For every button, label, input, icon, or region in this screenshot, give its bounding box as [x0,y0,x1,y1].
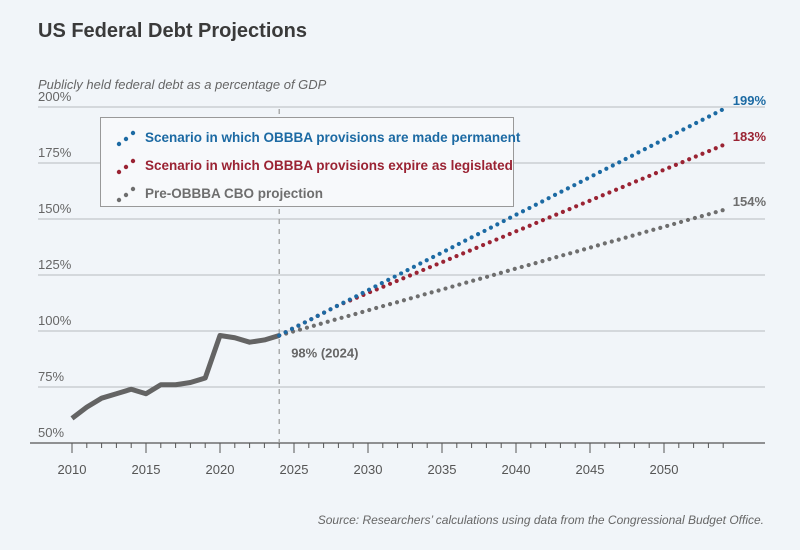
x-tick-label: 2050 [650,462,679,477]
x-tick-label: 2035 [428,462,457,477]
projection-line-2 [277,207,726,338]
y-tick-label: 150% [38,201,72,216]
legend-label: Scenario in which OBBBA provisions expir… [145,158,513,173]
y-tick-label: 200% [38,89,72,104]
legend-label: Scenario in which OBBBA provisions are m… [145,130,521,145]
y-tick-label: 75% [38,369,64,384]
x-tick-label: 2010 [58,462,87,477]
x-tick-label: 2045 [576,462,605,477]
legend-swatch [116,186,136,203]
y-tick-label: 100% [38,313,72,328]
chart-subtitle: Publicly held federal debt as a percenta… [38,77,327,92]
legend-swatch [116,130,136,147]
x-tick-label: 2030 [354,462,383,477]
chart-title: US Federal Debt Projections [38,20,307,42]
legend-label: Pre-OBBBA CBO projection [145,186,324,201]
projection-line-1 [277,142,726,338]
legend-swatch [116,158,136,175]
y-tick-label: 50% [38,425,64,440]
y-tick-label: 125% [38,257,72,272]
historical-debt-line [70,332,280,421]
source-note: Source: Researchers’ calculations using … [317,513,764,527]
legend: Scenario in which OBBBA provisions are m… [100,117,520,207]
annotation-2024: 98% (2024) [291,345,358,360]
y-tick-label: 175% [38,145,72,160]
x-tick-label: 2025 [280,462,309,477]
end-value-label: 183% [733,129,767,144]
end-value-label: 199% [733,93,767,108]
x-tick-label: 2015 [132,462,161,477]
x-tick-label: 2040 [502,462,531,477]
x-tick-label: 2020 [206,462,235,477]
end-value-label: 154% [733,194,767,209]
